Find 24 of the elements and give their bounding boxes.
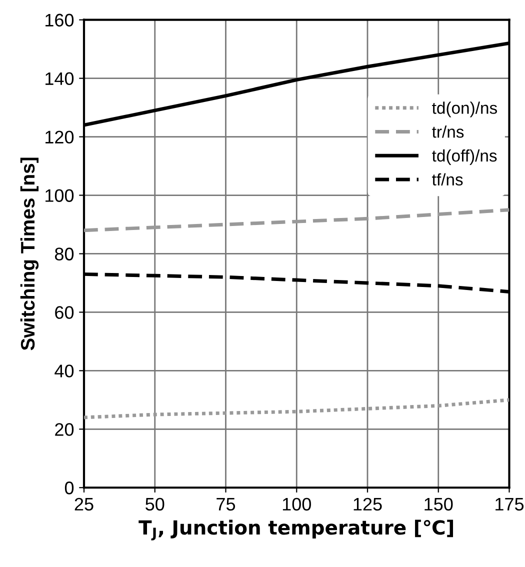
line-series [84, 208, 510, 232]
legend-label: td(off)/ns [432, 149, 497, 165]
x-tick-label: 100 [282, 498, 311, 511]
legend-label: tr/ns [432, 126, 464, 138]
x-axis-title: T$_{J}$, Junction temperature [℃] [138, 520, 454, 540]
y-tick-label: 120 [46, 130, 74, 144]
legend-label: tf/ns [432, 173, 463, 186]
y-tick-label: 80 [54, 248, 74, 260]
x-tick-label: 50 [146, 498, 164, 511]
legend-label: td(on)/ns [432, 102, 497, 118]
x-tick-label: 75 [216, 498, 236, 511]
x-tick-label: 150 [424, 498, 453, 511]
line-series [84, 398, 510, 420]
y-tick-label: 20 [55, 423, 74, 436]
y-tick-label: 100 [46, 189, 74, 202]
y-tick-label: 40 [54, 364, 74, 378]
y-tick-label: 0 [64, 482, 74, 494]
x-tick-label: 25 [74, 498, 94, 511]
x-tick-label: 175 [496, 498, 524, 511]
x-tick-label: 125 [354, 498, 382, 511]
y-tick-label: 60 [55, 306, 74, 319]
y-tick-label: 160 [46, 14, 74, 27]
y-tick-label: 140 [46, 72, 74, 86]
y-axis-title: Switching Times [ns] [20, 158, 39, 350]
